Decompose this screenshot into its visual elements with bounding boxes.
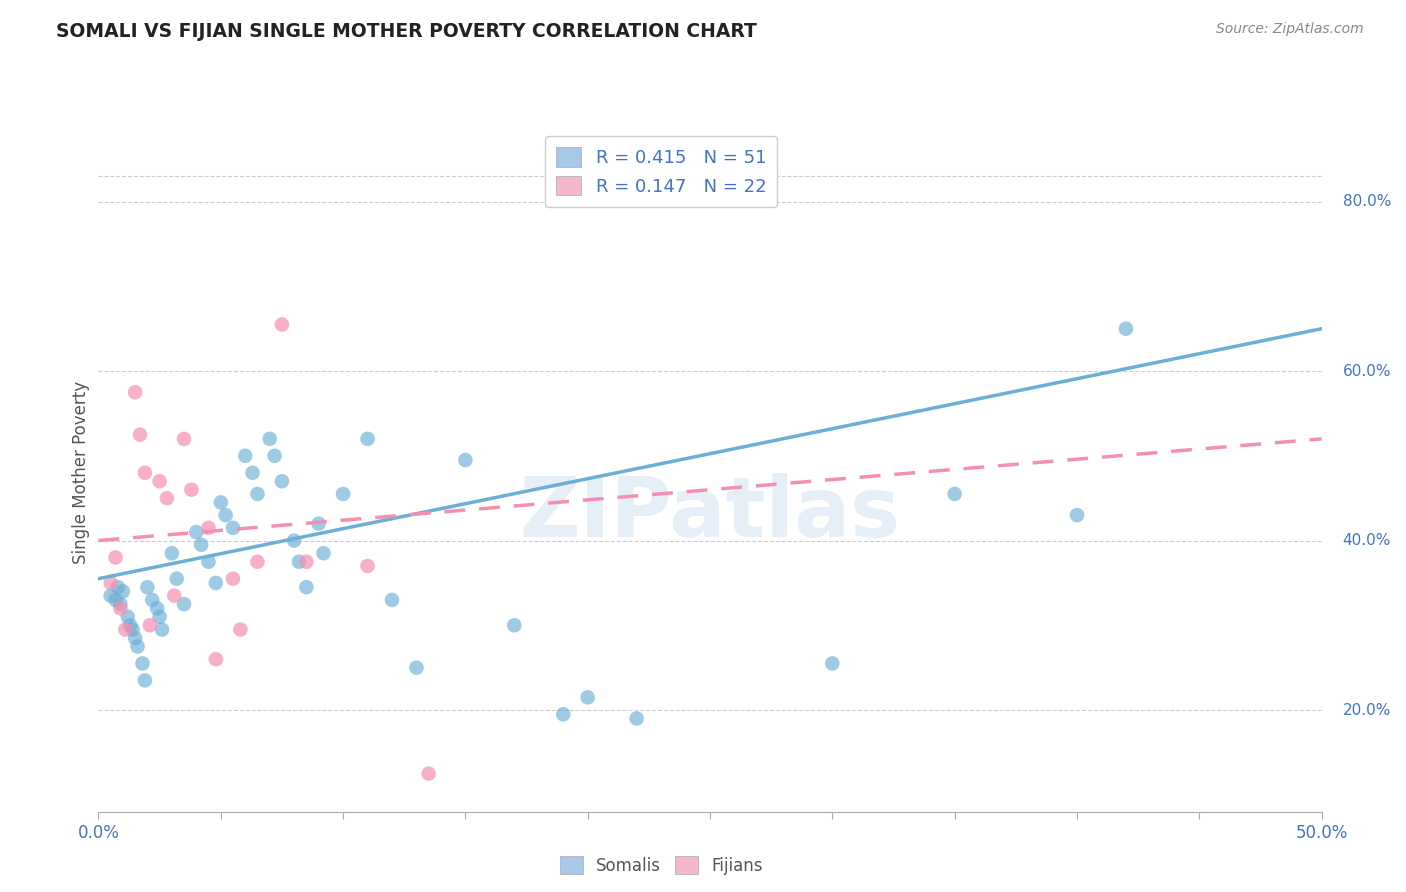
Point: [259, 432, 281, 446]
Point: [222, 572, 245, 586]
Point: [129, 427, 152, 442]
Point: [418, 766, 440, 780]
Point: [134, 466, 156, 480]
Point: [139, 618, 162, 632]
Point: [180, 483, 202, 497]
Point: [131, 657, 153, 671]
Point: [156, 491, 179, 505]
Legend: Somalis, Fijians: Somalis, Fijians: [553, 849, 769, 881]
Point: [100, 589, 122, 603]
Point: [160, 546, 183, 560]
Point: [270, 318, 294, 332]
Point: [120, 618, 142, 632]
Point: [405, 660, 427, 674]
Point: [312, 546, 335, 560]
Text: 40.0%: 40.0%: [1343, 533, 1391, 548]
Point: [205, 576, 228, 591]
Text: SOMALI VS FIJIAN SINGLE MOTHER POVERTY CORRELATION CHART: SOMALI VS FIJIAN SINGLE MOTHER POVERTY C…: [56, 22, 756, 41]
Point: [149, 610, 172, 624]
Point: [356, 432, 378, 446]
Y-axis label: Single Mother Poverty: Single Mother Poverty: [72, 381, 90, 565]
Point: [121, 623, 143, 637]
Point: [163, 589, 186, 603]
Point: [127, 640, 149, 654]
Point: [124, 385, 146, 400]
Point: [146, 601, 169, 615]
Point: [308, 516, 330, 531]
Point: [626, 712, 648, 726]
Point: [263, 449, 285, 463]
Point: [149, 475, 172, 489]
Point: [190, 538, 212, 552]
Point: [104, 592, 127, 607]
Point: [186, 524, 208, 539]
Point: [110, 601, 132, 615]
Point: [553, 707, 575, 722]
Point: [150, 623, 173, 637]
Point: [111, 584, 134, 599]
Point: [197, 521, 219, 535]
Point: [454, 453, 477, 467]
Point: [283, 533, 305, 548]
Point: [1066, 508, 1088, 523]
Point: [104, 550, 127, 565]
Point: [288, 555, 311, 569]
Point: [821, 657, 844, 671]
Point: [229, 623, 252, 637]
Point: [246, 555, 269, 569]
Point: [117, 610, 139, 624]
Point: [503, 618, 526, 632]
Point: [214, 508, 236, 523]
Point: [134, 673, 156, 688]
Point: [136, 580, 159, 594]
Text: 20.0%: 20.0%: [1343, 703, 1391, 717]
Point: [1115, 322, 1137, 336]
Point: [100, 576, 122, 591]
Point: [576, 690, 599, 705]
Point: [943, 487, 966, 501]
Point: [166, 572, 188, 586]
Point: [173, 597, 195, 611]
Text: Source: ZipAtlas.com: Source: ZipAtlas.com: [1216, 22, 1364, 37]
Point: [295, 580, 318, 594]
Point: [233, 449, 256, 463]
Point: [270, 475, 294, 489]
Point: [197, 555, 219, 569]
Point: [332, 487, 354, 501]
Point: [205, 652, 228, 666]
Text: 80.0%: 80.0%: [1343, 194, 1391, 209]
Point: [173, 432, 195, 446]
Point: [114, 623, 136, 637]
Point: [209, 495, 232, 509]
Point: [381, 592, 404, 607]
Point: [295, 555, 318, 569]
Point: [124, 631, 146, 645]
Text: 60.0%: 60.0%: [1343, 364, 1391, 378]
Point: [246, 487, 269, 501]
Text: ZIPatlas: ZIPatlas: [520, 473, 900, 554]
Point: [242, 466, 264, 480]
Point: [110, 597, 132, 611]
Point: [141, 592, 163, 607]
Point: [356, 558, 378, 574]
Point: [107, 580, 129, 594]
Point: [222, 521, 245, 535]
